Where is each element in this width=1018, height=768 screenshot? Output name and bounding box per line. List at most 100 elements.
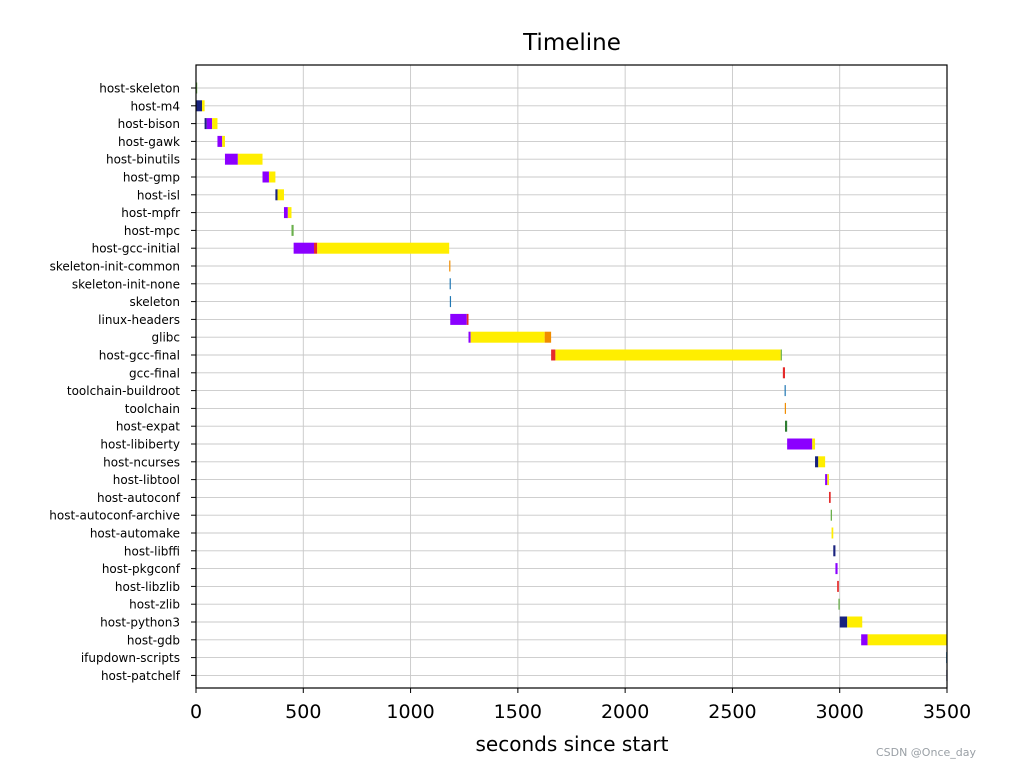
timeline-bar-toolchain-buildroot-install-target <box>784 385 786 397</box>
y-axis: host-skeleton host-m4 host-bison host-gawk h… <box>49 82 196 683</box>
y-tick-label: host-libzlib <box>115 580 180 594</box>
y-tick-label: toolchain <box>125 402 180 416</box>
timeline-bar-host-mpfr-build <box>287 207 292 219</box>
timeline-bar-host-gcc-initial-configure <box>314 242 318 254</box>
timeline-bar-host-gdb-build <box>867 634 947 646</box>
timeline-bar-host-libtool-build <box>827 474 829 486</box>
y-tick-label: host-ncurses <box>103 455 180 469</box>
x-axis-label: seconds since start <box>476 732 669 756</box>
y-tick-label: host-automake <box>90 527 180 541</box>
y-tick-label: host-binutils <box>106 153 180 167</box>
y-tick-label: skeleton-init-none <box>72 277 180 291</box>
y-tick-label: host-expat <box>116 420 180 434</box>
timeline-bar-host-gawk-patch <box>217 135 223 147</box>
y-tick-label: host-skeleton <box>99 82 180 96</box>
timeline-bar-host-isl-build <box>277 189 284 201</box>
x-tick-label: 1500 <box>494 701 542 723</box>
timeline-bar-host-gmp-build <box>268 171 276 183</box>
timeline-bar-toolchain-install-staging <box>784 402 786 414</box>
timeline-bar-host-zlib-install-host <box>838 598 840 610</box>
y-tick-label: host-m4 <box>130 99 180 113</box>
timeline-bar-linux-headers-configure <box>466 313 469 325</box>
timeline-bar-host-bison-extract <box>204 118 207 130</box>
timeline-bar-host-ncurses-extract <box>815 456 819 468</box>
timeline-bar-host-mpfr-patch <box>283 207 288 219</box>
y-tick-label: host-gcc-initial <box>92 242 180 256</box>
y-tick-label: host-autoconf-archive <box>49 509 180 523</box>
timeline-bar-skeleton-init-common-install-staging <box>449 260 451 272</box>
timeline-bar-host-gdb-patch <box>861 634 868 646</box>
y-tick-label: host-gdb <box>127 633 180 647</box>
timeline-bar-host-binutils-build <box>237 153 263 165</box>
y-tick-label: host-python3 <box>100 616 180 630</box>
timeline-bar-host-gmp-patch <box>262 171 269 183</box>
timeline-bar-host-python3-build <box>847 616 863 628</box>
y-tick-label: host-pkgconf <box>102 562 181 576</box>
x-tick-label: 0 <box>190 701 202 723</box>
bars-layer <box>196 82 948 681</box>
y-tick-label: host-gawk <box>118 135 180 149</box>
y-tick-label: ifupdown-scripts <box>81 651 180 665</box>
timeline-bar-host-libiberty-patch <box>787 438 813 450</box>
timeline-bar-glibc-install-staging <box>544 331 552 343</box>
y-tick-label: host-mpc <box>124 224 180 238</box>
timeline-bar-host-python3-extract <box>839 616 848 628</box>
y-tick-label: host-libtool <box>113 473 180 487</box>
timeline-bar-gcc-final-configure <box>782 367 785 379</box>
timeline-bar-host-libiberty-build <box>812 438 816 450</box>
y-tick-label: host-gmp <box>123 171 180 185</box>
chart-title: Timeline <box>522 30 621 56</box>
plot-frame <box>195 64 948 689</box>
y-tick-label: host-bison <box>118 117 180 131</box>
timeline-bar-host-binutils-patch <box>224 153 238 165</box>
y-tick-label: host-gcc-final <box>99 349 180 363</box>
timeline-bar-glibc-patch <box>468 331 471 343</box>
timeline-bar-host-libzlib-configure <box>837 580 839 592</box>
y-tick-label: skeleton <box>129 295 180 309</box>
timeline-bar-host-bison-patch <box>206 118 213 130</box>
y-tick-label: host-libffi <box>124 544 180 558</box>
watermark: CSDN @Once_day <box>875 746 976 759</box>
timeline-bar-host-expat-install-images <box>784 420 788 432</box>
timeline-bar-host-gawk-build <box>222 135 225 147</box>
timeline-bar-host-gcc-initial-patch <box>293 242 315 254</box>
x-tick-label: 1000 <box>386 701 434 723</box>
timeline-bar-host-gcc-initial-build <box>317 242 450 254</box>
x-tick-label: 3000 <box>816 701 864 723</box>
timeline-bar-skeleton-init-none-install-target <box>449 278 451 290</box>
timeline-bar-host-pkgconf-patch <box>835 563 838 575</box>
y-tick-label: host-libiberty <box>100 438 180 452</box>
timeline-bar-host-automake-build <box>831 527 834 539</box>
y-tick-label: host-isl <box>137 188 180 202</box>
y-tick-label: toolchain-buildroot <box>67 384 180 398</box>
timeline-bar-host-libtool-patch <box>825 474 828 486</box>
y-tick-label: linux-headers <box>98 313 180 327</box>
x-tick-label: 2000 <box>601 701 649 723</box>
x-tick-label: 3500 <box>923 701 971 723</box>
y-tick-label: host-patchelf <box>101 669 181 683</box>
y-tick-label: glibc <box>152 331 181 345</box>
x-tick-label: 500 <box>285 701 321 723</box>
timeline-bar-host-autoconf-archive-install-host <box>830 509 832 521</box>
timeline-bar-host-libffi-extract <box>833 545 836 557</box>
timeline-bar-host-autoconf-configure <box>828 491 831 503</box>
y-tick-label: host-autoconf <box>97 491 181 505</box>
timeline-bar-host-ncurses-build <box>818 456 826 468</box>
x-axis: 0 500 1000 1500 2000 2500 3000 3500 <box>190 688 971 723</box>
y-tick-label: host-mpfr <box>121 206 180 220</box>
timeline-bar-host-bison-build <box>212 118 218 130</box>
y-tick-label: skeleton-init-common <box>50 260 180 274</box>
timeline-bar-host-mpc-install-host <box>291 224 294 236</box>
x-tick-label: 2500 <box>708 701 756 723</box>
timeline-bar-linux-headers-patch <box>450 313 467 325</box>
timeline-bar-host-isl-extract <box>275 189 278 201</box>
timeline-bar-host-gcc-final-install-host <box>780 349 782 361</box>
y-tick-label: host-zlib <box>129 598 180 612</box>
timeline-bar-host-gcc-final-build <box>555 349 781 361</box>
timeline-bar-host-m4-extract <box>196 100 203 112</box>
timeline-bar-glibc-build <box>470 331 545 343</box>
timeline-bar-host-gcc-final-configure <box>551 349 556 361</box>
y-tick-label: gcc-final <box>129 366 180 380</box>
timeline-bar-host-m4-build <box>202 100 205 112</box>
